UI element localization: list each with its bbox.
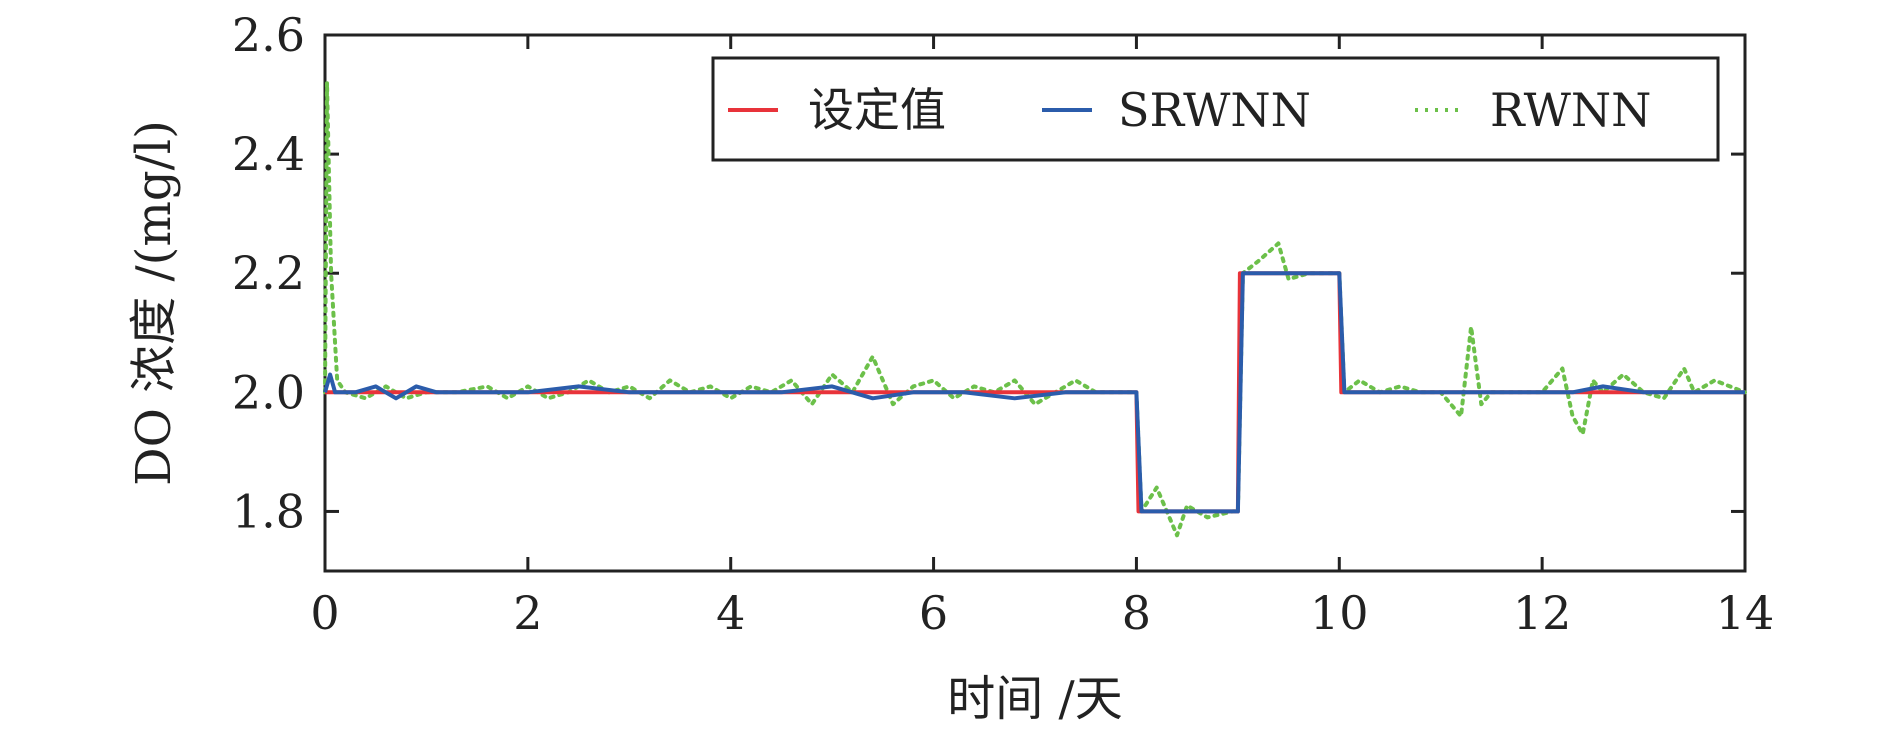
series-layer <box>323 80 1747 538</box>
x-tick-label: 4 <box>716 586 745 640</box>
legend-label-setpoint: 设定值 <box>808 83 946 137</box>
x-tick-label: 10 <box>1310 586 1369 640</box>
y-tick-label: 2.4 <box>232 127 305 181</box>
y-tick-label: 2.6 <box>232 8 305 62</box>
tick-labels: 0 2 4 6 8 10 12 14 1.8 2.0 2.2 2.4 2.6 <box>232 8 1774 640</box>
x-tick-label: 12 <box>1513 586 1572 640</box>
axis-ticks <box>323 33 1747 571</box>
y-tick-label: 2.0 <box>232 365 305 419</box>
x-tick-label: 14 <box>1716 586 1775 640</box>
legend: 设定值 SRWNN RWNN <box>711 56 1720 162</box>
legend-label-srwnn: SRWNN <box>1118 83 1311 137</box>
x-tick-label: 2 <box>513 586 542 640</box>
x-tick-label: 6 <box>919 586 948 640</box>
legend-box <box>711 56 1720 162</box>
legend-label-rwnn: RWNN <box>1490 83 1651 137</box>
x-tick-label: 8 <box>1122 586 1151 640</box>
y-axis-title: DO 浓度 /(mg/l) <box>126 120 182 486</box>
series-line-1 <box>323 271 1745 514</box>
x-axis-title: 时间 /天 <box>947 671 1122 727</box>
x-tick-label: 0 <box>310 586 339 640</box>
y-tick-label: 1.8 <box>232 484 305 538</box>
y-tick-label: 2.2 <box>232 246 305 300</box>
